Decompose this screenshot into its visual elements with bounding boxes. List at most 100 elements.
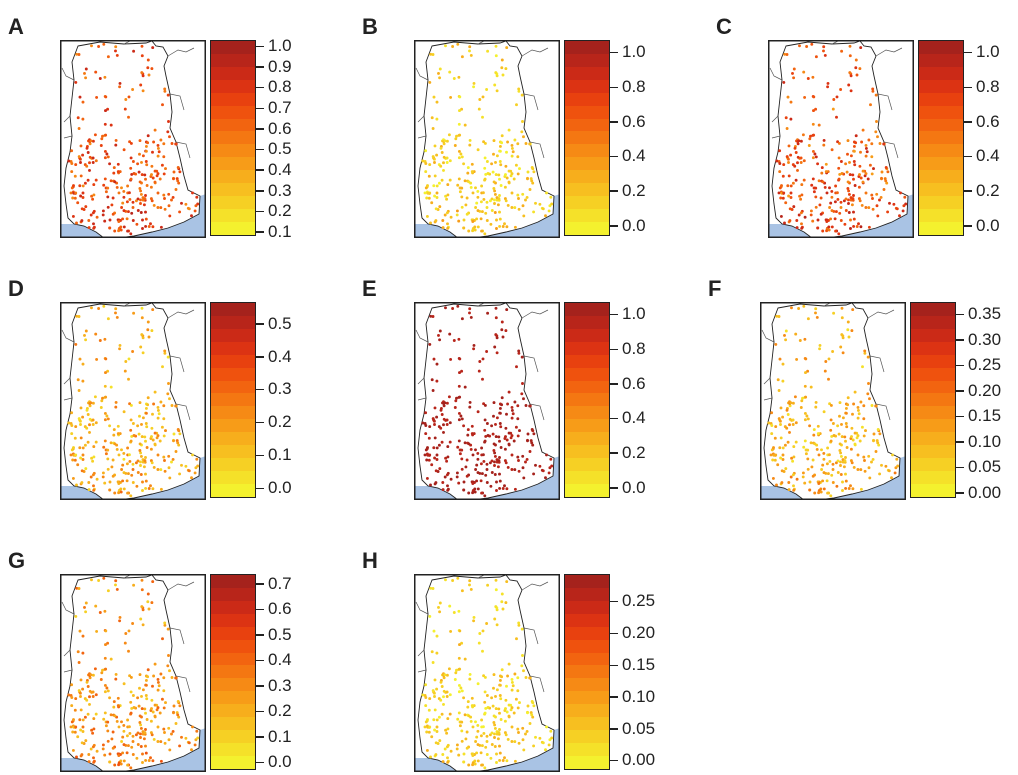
station-dot <box>152 402 156 406</box>
station-dot <box>480 763 484 767</box>
station-dot <box>149 719 153 723</box>
station-dot <box>156 677 160 681</box>
station-dot <box>144 210 147 214</box>
station-dot <box>138 187 142 190</box>
station-dot <box>117 191 121 195</box>
station-dot <box>813 152 817 156</box>
station-dot <box>510 172 514 176</box>
station-dot <box>424 720 428 724</box>
station-dot <box>874 404 878 408</box>
station-dot <box>791 401 795 405</box>
station-dot <box>475 751 479 755</box>
station-dot <box>144 456 147 459</box>
station-dot <box>849 74 853 78</box>
station-dot <box>474 740 478 743</box>
station-dot <box>151 487 155 491</box>
station-dot <box>468 311 471 315</box>
legend-swatch <box>565 144 609 158</box>
station-dot <box>789 196 793 199</box>
station-dot <box>138 673 142 677</box>
station-dot <box>820 448 823 452</box>
neighbor-border <box>877 93 893 111</box>
station-dot <box>138 714 142 718</box>
station-dot <box>898 214 901 218</box>
station-dot <box>442 423 445 427</box>
station-dot <box>448 604 452 608</box>
station-dot <box>73 174 77 178</box>
station-dot <box>837 232 841 236</box>
station-dot <box>808 488 812 492</box>
station-dot <box>423 453 427 457</box>
station-dot <box>446 226 450 230</box>
station-dot <box>484 172 488 176</box>
station-dot <box>506 674 510 678</box>
station-dot <box>433 161 436 164</box>
station-dot <box>465 458 469 462</box>
station-dot <box>830 189 834 193</box>
station-dot <box>490 471 494 474</box>
station-dot <box>76 735 80 739</box>
station-dot <box>516 727 520 731</box>
station-dot <box>839 345 843 349</box>
station-dot <box>803 215 807 219</box>
station-dot <box>488 733 492 737</box>
station-dot <box>87 760 91 764</box>
station-dot <box>70 424 74 427</box>
station-dot <box>446 222 449 226</box>
panel-label: G <box>8 548 26 573</box>
station-dot <box>153 431 157 435</box>
station-dot <box>460 689 464 693</box>
station-dot <box>146 675 150 679</box>
station-dot <box>849 484 852 488</box>
station-dot <box>796 155 800 159</box>
station-dot <box>435 730 439 733</box>
station-dot <box>67 159 71 163</box>
station-dot <box>76 463 80 467</box>
station-dot <box>472 615 476 619</box>
station-dot <box>89 401 93 405</box>
station-dot <box>463 123 467 127</box>
station-dot <box>139 451 143 455</box>
station-dot <box>473 762 477 766</box>
station-dot <box>516 434 520 438</box>
station-dot <box>170 676 174 679</box>
legend-tick-label: 0.0 <box>976 215 1000 235</box>
station-dot <box>88 689 92 693</box>
station-dot <box>109 441 113 445</box>
station-dot <box>466 705 470 709</box>
station-dot <box>486 706 490 709</box>
legend-tick-label: 0.2 <box>268 701 292 721</box>
station-dot <box>494 707 498 711</box>
station-dot <box>444 456 448 460</box>
station-dot <box>167 192 171 196</box>
station-dot <box>71 458 75 462</box>
station-dot <box>433 456 437 460</box>
station-dot <box>156 725 160 729</box>
neighbor-border <box>763 397 773 401</box>
map-frame <box>60 40 206 238</box>
station-dot <box>92 488 96 492</box>
station-dot <box>778 357 782 361</box>
station-dot <box>449 629 453 633</box>
station-dot <box>115 185 119 189</box>
station-dot <box>114 677 118 681</box>
station-dot <box>792 484 795 488</box>
station-dot <box>97 579 101 582</box>
station-dot <box>140 435 144 439</box>
station-dot <box>789 401 793 405</box>
station-dot <box>159 759 163 763</box>
station-dot <box>458 667 462 671</box>
station-dot <box>884 464 888 468</box>
station-dot <box>492 139 496 143</box>
station-dot <box>109 657 113 661</box>
station-dot <box>177 443 181 447</box>
station-dot <box>483 166 487 170</box>
station-dot <box>827 228 831 232</box>
station-dot <box>530 166 534 169</box>
station-dot <box>493 617 497 621</box>
station-dot <box>840 435 844 439</box>
legend-tick <box>256 454 264 457</box>
station-dot <box>791 181 795 185</box>
station-dot <box>838 449 842 452</box>
station-dot <box>483 141 487 145</box>
